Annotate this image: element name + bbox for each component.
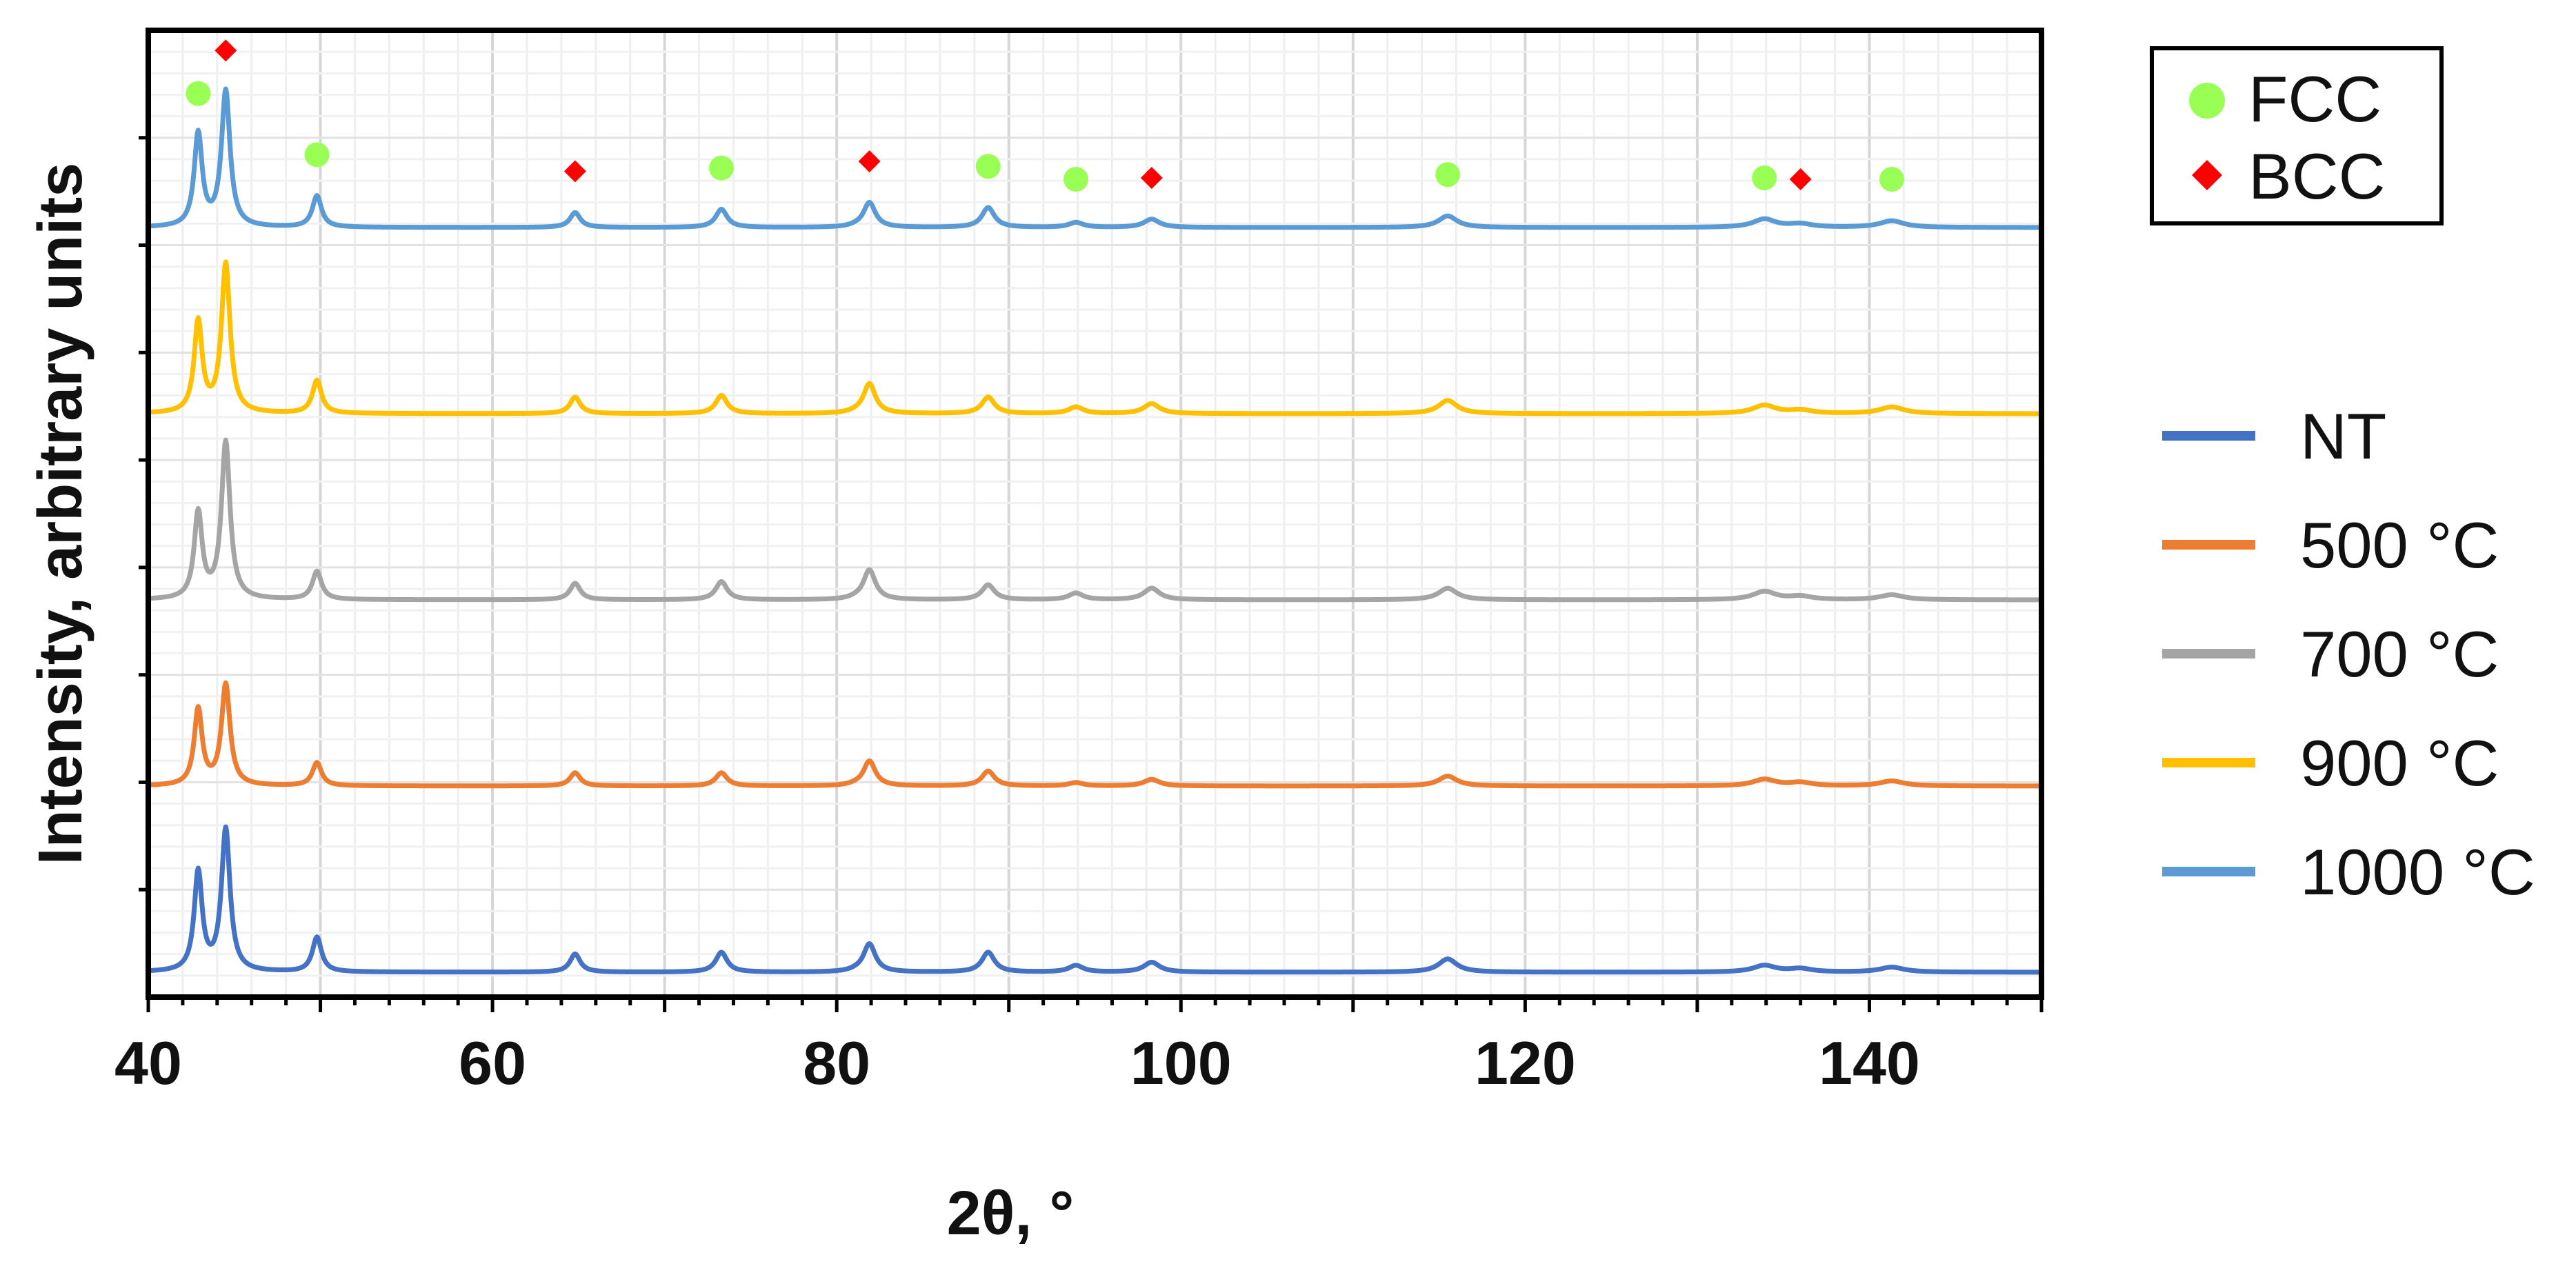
x-tick-label: 120 (1475, 1029, 1576, 1097)
series-lines (146, 86, 2044, 975)
x-tick-label: 40 (114, 1029, 182, 1097)
bcc-peak-marker (858, 150, 881, 172)
x-tick-label: 140 (1819, 1029, 1920, 1097)
x-axis-title: 2θ, ° (947, 1179, 1075, 1248)
plot-frame (146, 28, 2044, 1000)
y-axis-ticks (139, 136, 148, 892)
fcc-peak-marker (1879, 167, 1904, 192)
grid (148, 30, 2041, 997)
fcc-peak-marker (304, 142, 330, 168)
fcc-peak-marker (708, 155, 734, 181)
series-line-1000c (146, 86, 2044, 230)
fcc-peak-marker (1752, 165, 1777, 190)
x-tick-label: 100 (1130, 1029, 1232, 1097)
fcc-legend-marker (2189, 83, 2225, 119)
y-axis-title: Intensity, arbitrary units (26, 163, 95, 865)
fcc-peak-marker (1435, 162, 1461, 188)
fcc-peak-marker (1064, 167, 1089, 192)
bcc-legend-marker (2192, 160, 2222, 190)
x-tick-label: 60 (459, 1029, 526, 1097)
bcc-peak-marker (1789, 168, 1812, 190)
series-line-nt (146, 824, 2044, 975)
series-legend: NT 500 °C 700 °C 900 °C 1000 °C (2162, 400, 2535, 908)
series-line-700c (146, 437, 2044, 603)
phase-legend: FCC BCC (2150, 46, 2444, 225)
phase-markers (186, 39, 1904, 192)
x-tick-label: 80 (803, 1029, 870, 1097)
bcc-peak-marker (563, 160, 586, 183)
phase-legend-box (2150, 46, 2444, 225)
bcc-peak-marker (1140, 167, 1163, 189)
x-axis-ticks: 40 60 80 100 120 140 (114, 997, 2044, 1097)
legend-label-700c: 700 °C (2300, 618, 2499, 690)
legend-label-500c: 500 °C (2300, 509, 2499, 581)
series-line-500c (146, 680, 2044, 789)
legend-label-nt: NT (2300, 400, 2386, 472)
legend-label-1000c: 1000 °C (2300, 836, 2535, 908)
legend-label-900c: 900 °C (2300, 727, 2499, 799)
fcc-peak-marker (975, 154, 1001, 179)
bcc-legend-label: BCC (2248, 140, 2385, 212)
bcc-peak-marker (214, 39, 237, 62)
fcc-legend-label: FCC (2248, 63, 2382, 135)
fcc-peak-marker (186, 81, 211, 106)
series-line-900c (146, 259, 2044, 416)
